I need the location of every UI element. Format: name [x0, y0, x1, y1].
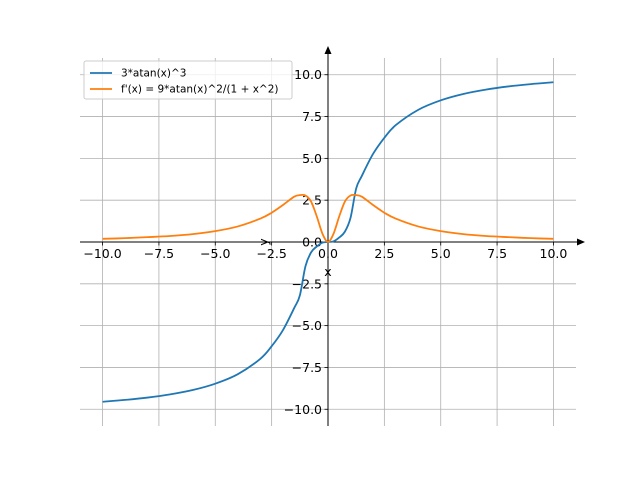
x-axis-label: x	[324, 264, 331, 279]
series-line-2	[102, 193, 554, 243]
x-tick-label-4: 0.0	[318, 246, 338, 261]
y-tick-label-2: −5.0	[292, 318, 322, 333]
y-tick-label-7: 7.5	[302, 109, 322, 124]
y-axis-label: y	[256, 238, 271, 246]
series-layer	[102, 81, 554, 403]
y-tick-label-0: −10.0	[284, 402, 322, 417]
legend-label-series-2: f'(x) = 9*atan(x)^2/(1 + x^2)	[121, 84, 279, 96]
y-tick-label-4: 0.0	[302, 235, 322, 250]
y-tick-label-3: −2.5	[292, 276, 322, 291]
x-axis-arrow	[577, 238, 585, 246]
x-tick-label-3: −2.5	[256, 246, 286, 261]
y-tick-label-8: 10.0	[294, 67, 322, 82]
legend-label-series-1: 3*atan(x)^3	[121, 68, 186, 80]
legend-frame	[83, 60, 293, 100]
x-tick-label-8: 10.0	[540, 246, 568, 261]
y-tick-label-6: 5.0	[302, 151, 322, 166]
x-tick-label-0: −10.0	[83, 246, 121, 261]
x-tick-label-5: 2.5	[374, 246, 394, 261]
x-tick-label-6: 5.0	[431, 246, 451, 261]
ticks: −10.0 −7.5 −5.0 −2.5 0.0 2.5 5.0 7.5 10.0 −10.0 −7…	[83, 67, 567, 417]
legend: 3*atan(x)^3 f'(x) = 9*atan(x)^2/(1 + x^2…	[83, 60, 293, 100]
y-axis-arrow	[324, 46, 332, 54]
y-tick-label-1: −7.5	[292, 360, 322, 375]
x-tick-label-7: 7.5	[487, 246, 507, 261]
x-tick-label-1: −7.5	[144, 246, 174, 261]
x-tick-label-2: −5.0	[200, 246, 230, 261]
